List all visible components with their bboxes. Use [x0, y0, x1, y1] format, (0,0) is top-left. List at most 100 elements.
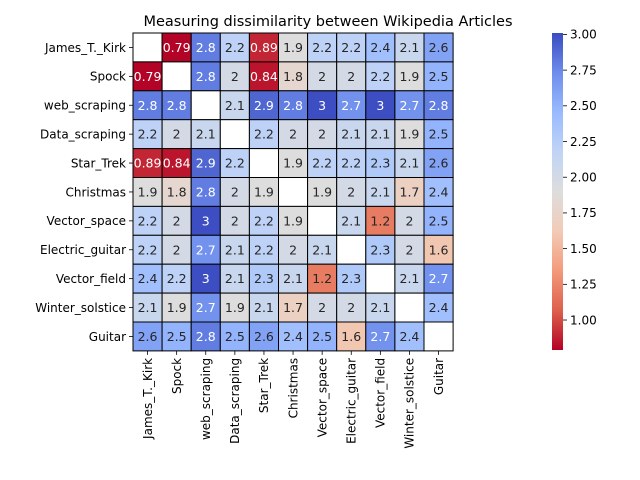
- cell-value-label: 2.6: [429, 40, 449, 55]
- cell-value-label: 2.5: [167, 329, 187, 344]
- heatmap-cell-10-3: [219, 321, 250, 352]
- heatmap-cell-10-10: [423, 321, 454, 352]
- heatmap-cell-5-4: [248, 177, 279, 207]
- heatmap-cell-3-6: [307, 119, 338, 150]
- cell-value-label: 1.6: [429, 242, 449, 257]
- heatmap-cell-2-10: [423, 90, 454, 121]
- cell-value-label: 1.8: [283, 69, 303, 84]
- cell-value-label: 2: [405, 242, 413, 257]
- heatmap-cell-10-2: [190, 321, 221, 352]
- colorbar-gradient: [552, 33, 563, 350]
- heatmap-cell-9-6: [307, 292, 338, 323]
- cell-value-label: 2: [231, 213, 239, 228]
- heatmap-cell-8-10: [423, 263, 454, 294]
- heatmap-cell-9-0: [132, 292, 163, 323]
- cell-value-label: 0.84: [163, 156, 191, 171]
- cell-value-label: 2.2: [370, 69, 390, 84]
- heatmap-cell-4-5: [278, 148, 309, 179]
- cell-value-label: 1.9: [225, 300, 245, 315]
- heatmap-cell-9-5: [278, 292, 309, 323]
- heatmap-cell-5-6: [307, 177, 338, 207]
- cell-value-label: 2.1: [225, 271, 245, 286]
- cell-value-label: 2.2: [254, 213, 274, 228]
- heatmap-cell-3-0: [132, 119, 163, 150]
- cell-value-label: 2: [347, 300, 355, 315]
- cell-value-label: 3: [202, 213, 210, 228]
- heatmap-cell-5-9: [394, 177, 425, 207]
- cell-value-label: 1.2: [312, 271, 332, 286]
- column-label: Guitar: [432, 358, 446, 395]
- heatmap-cell-2-2: [190, 90, 221, 121]
- colorbar-tick-label: 1.25: [570, 278, 597, 292]
- cell-value-label: 0.84: [250, 69, 278, 84]
- cell-value-label: 1.9: [167, 300, 187, 315]
- cell-value-label: 2.2: [225, 40, 245, 55]
- cell-value-label: 2.3: [341, 271, 361, 286]
- cell-value-label: 2.3: [370, 156, 390, 171]
- cell-value-label: 2: [347, 69, 355, 84]
- cell-value-label: 2.8: [283, 98, 303, 113]
- cell-value-label: 2.3: [254, 271, 274, 286]
- cell-value-label: 2.2: [312, 40, 332, 55]
- heatmap-cell-9-9: [394, 292, 425, 323]
- cell-value-label: 2.5: [429, 127, 449, 142]
- cell-value-label: 2.2: [254, 242, 274, 257]
- heatmap-cell-9-8: [365, 292, 396, 323]
- heatmap-cell-9-4: [248, 292, 279, 323]
- cell-value-label: 2: [347, 184, 355, 199]
- column-label: Electric_guitar: [345, 358, 359, 444]
- heatmap-cell-2-3: [219, 90, 250, 121]
- cell-value-label: 2: [173, 242, 181, 257]
- cell-value-label: 2.7: [400, 98, 420, 113]
- heatmap-cell-3-3: [219, 119, 250, 150]
- column-label: James_T._Kirk: [141, 358, 155, 440]
- cell-value-label: 2.3: [370, 242, 390, 257]
- colorbar-tick-label: 1.75: [570, 206, 597, 220]
- heatmap-cells: 0.79 2.8 2.2 0.89 1.9 2.2 2.2 2.4 2.1 2.6 0.79 2.8 2…: [132, 32, 454, 352]
- heatmap-cell-9-10: [423, 292, 454, 323]
- row-label: Vector_space: [47, 214, 126, 228]
- heatmap-cell-7-3: [219, 234, 250, 265]
- colorbar-tick-label: 1.50: [570, 242, 597, 256]
- heatmap-cell-0-6: [307, 32, 338, 63]
- heatmap-cell-0-0: [132, 32, 163, 63]
- row-labels: James_T._Kirk Spock web_scraping Data_scrap…: [35, 41, 133, 344]
- cell-value-label: 2.4: [429, 300, 449, 315]
- cell-value-label: 2.2: [138, 242, 158, 257]
- cell-value-label: 2.5: [429, 69, 449, 84]
- heatmap-cell-1-10: [423, 61, 454, 92]
- cell-value-label: 2.4: [370, 40, 390, 55]
- heatmap-cell-4-4: [248, 148, 279, 179]
- cell-value-label: 3: [376, 98, 384, 113]
- heatmap-cell-6-3: [219, 205, 250, 236]
- cell-value-label: 2.4: [400, 329, 420, 344]
- colorbar-tick-label: 1.00: [570, 313, 597, 327]
- heatmap-cell-8-4: [248, 263, 279, 294]
- heatmap-cell-10-1: [161, 321, 192, 352]
- column-label: Star_Trek: [257, 358, 271, 413]
- heatmap-cell-9-7: [336, 292, 367, 323]
- cell-value-label: 2.1: [225, 98, 245, 113]
- cell-value-label: 2.2: [341, 156, 361, 171]
- cell-value-label: 2.1: [370, 184, 390, 199]
- cell-value-label: 2.4: [429, 184, 449, 199]
- cell-value-label: 2.1: [400, 156, 420, 171]
- heatmap-cell-7-4: [248, 234, 279, 265]
- heatmap-cell-7-9: [394, 234, 425, 265]
- cell-value-label: 0.89: [250, 40, 278, 55]
- heatmap-cell-1-1: [161, 61, 192, 92]
- cell-value-label: 2: [318, 300, 326, 315]
- cell-value-label: 2.8: [429, 98, 449, 113]
- cell-value-label: 2.1: [138, 300, 158, 315]
- cell-value-label: 2.1: [370, 300, 390, 315]
- heatmap-cell-3-7: [336, 119, 367, 150]
- cell-value-label: 2.2: [254, 127, 274, 142]
- cell-value-label: 2.1: [341, 127, 361, 142]
- heatmap-cell-7-8: [365, 234, 396, 265]
- heatmap-cell-4-10: [423, 148, 454, 179]
- heatmap-cell-0-10: [423, 32, 454, 63]
- cell-value-label: 2: [289, 242, 297, 257]
- row-label: James_T._Kirk: [44, 41, 126, 55]
- row-label: Electric_guitar: [40, 243, 126, 257]
- heatmap-cell-2-7: [336, 90, 367, 121]
